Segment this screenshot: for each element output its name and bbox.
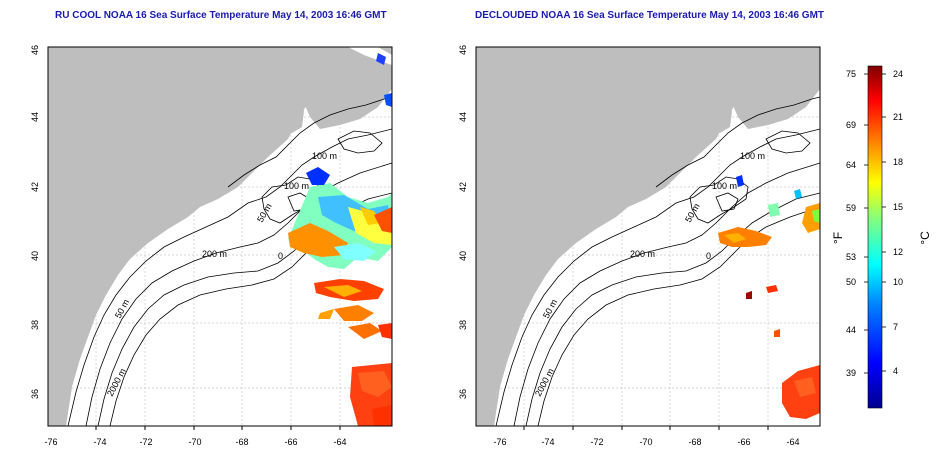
colorbar: 75 69 64 59 53 50 44 39 24 21 18 15 12 1… [831,65,932,409]
contour-label-200m: 200 m [630,249,655,259]
y-tick-label: 46 [458,45,468,55]
x-axis: -76 -74 -72 -70 -68 -66 -64 [44,426,347,447]
y-tick-label: 40 [30,251,40,261]
y-tick-label: 42 [458,182,468,192]
colorbar-f-tick: 53 [846,252,856,262]
colorbar-f-tick: 64 [846,160,856,170]
y-axis: 36 38 40 42 44 46 [458,45,468,399]
x-axis: -76 -74 -72 -70 -68 -66 -64 [493,426,800,447]
colorbar-c-tick: 7 [893,322,898,332]
y-tick-label: 42 [30,182,40,192]
colorbar-f-tick: 69 [846,120,856,130]
colorbar-f-tick: 39 [846,368,856,378]
colorbar-fahrenheit-label: °F [831,232,845,244]
panel-title-ru-cool: RU COOL NOAA 16 Sea Surface Temperature … [55,10,387,21]
y-tick-label: 46 [30,45,40,55]
colorbar-f-tick: 44 [846,325,856,335]
x-tick-label: -68 [688,437,701,447]
colorbar-c-tick: 18 [893,157,903,167]
y-axis: 36 38 40 42 44 46 [30,45,40,399]
plot-frame [47,46,393,427]
x-tick-label: -64 [786,437,799,447]
y-tick-label: 36 [458,389,468,399]
colorbar-c-tick: 21 [893,112,903,122]
x-tick-label: -72 [139,437,152,447]
colorbar-c-tick: 12 [893,247,903,257]
plot-frame [475,46,821,427]
colorbar-f-tick: 59 [846,203,856,213]
y-tick-label: 40 [458,251,468,261]
map-panel-left: 100 m 100 m 50 m 200 m 50 m 2000 m 0 -76… [30,45,393,447]
contour-label-100m-north: 100 m [312,151,337,161]
x-tick-label: -66 [737,437,750,447]
sst-data-patches [288,47,392,426]
x-tick-label: -70 [639,437,652,447]
x-tick-label: -74 [541,437,554,447]
y-tick-label: 38 [458,320,468,330]
x-tick-label: -66 [284,437,297,447]
contour-label-200m: 200 m [202,249,227,259]
colorbar-gradient [867,65,883,409]
sst-data-patches [718,175,820,419]
y-tick-label: 38 [30,320,40,330]
x-tick-label: -64 [333,437,346,447]
panel-title-declouded: DECLOUDED NOAA 16 Sea Surface Temperatur… [475,10,825,21]
contour-label-100m-mid: 100 m [284,181,309,191]
y-tick-label: 44 [458,112,468,122]
x-tick-label: -70 [188,437,201,447]
colorbar-f-tick: 50 [846,277,856,287]
contour-label-zero: 0 [706,251,711,261]
colorbar-c-tick: 10 [893,277,903,287]
colorbar-f-tick: 75 [846,69,856,79]
contour-label-zero: 0 [278,251,283,261]
colorbar-c-tick: 24 [893,69,903,79]
colorbar-c-tick: 15 [893,202,903,212]
y-tick-label: 44 [30,112,40,122]
x-tick-label: -76 [493,437,506,447]
x-tick-label: -76 [44,437,57,447]
colorbar-c-tick: 4 [893,366,898,376]
x-tick-label: -72 [590,437,603,447]
y-tick-label: 36 [30,389,40,399]
x-tick-label: -74 [93,437,106,447]
map-panel-right: 100 m 100 m 50 m 200 m 50 m 2000 m 0 -76… [458,45,821,447]
contour-label-100m-mid: 100 m [712,181,737,191]
colorbar-celsius-label: °C [918,231,932,245]
contour-label-100m-north: 100 m [740,151,765,161]
x-tick-label: -68 [235,437,248,447]
